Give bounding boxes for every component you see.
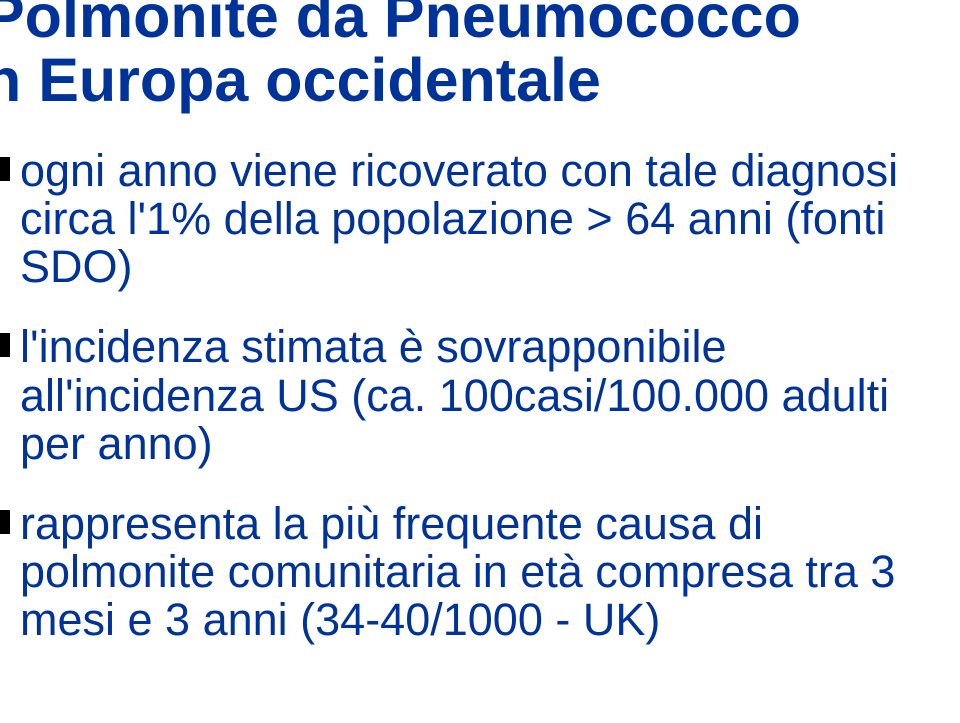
bullet-item: l'incidenza stimata è sovrapponibile all…: [0, 323, 960, 467]
slide-body: ogni anno viene ricoverato con tale diag…: [0, 147, 960, 644]
title-line-2: n Europa occidentale: [0, 48, 801, 112]
bullet-marker-icon: [0, 510, 10, 534]
bullet-item: rappresenta la più frequente causa di po…: [0, 500, 960, 644]
bullet-text: ogni anno viene ricoverato con tale diag…: [20, 145, 898, 292]
bullet-item: ogni anno viene ricoverato con tale diag…: [0, 147, 960, 291]
slide-title: Polmonite da Pneumococco n Europa occide…: [0, 0, 801, 112]
bullet-text: l'incidenza stimata è sovrapponibile all…: [20, 321, 889, 468]
bullet-marker-icon: [0, 333, 10, 357]
bullet-marker-icon: [0, 157, 10, 181]
bullet-text: rappresenta la più frequente causa di po…: [20, 498, 895, 645]
slide: Polmonite da Pneumococco n Europa occide…: [0, 0, 960, 723]
title-line-1: Polmonite da Pneumococco: [0, 0, 801, 48]
